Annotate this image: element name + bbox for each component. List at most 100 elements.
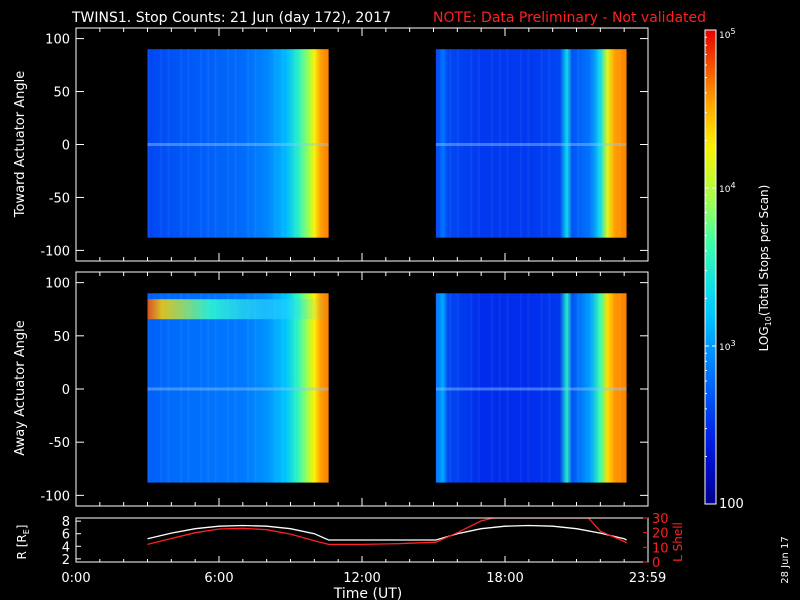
r-axis-label: R [RE] [15,525,31,560]
colorbar-tick-label: 104 [719,181,736,195]
colorbar-label-text: LOG10(Total Stops per Scan) [757,185,773,352]
time-tick-label: 18:00 [486,571,523,586]
toward-texture-stripe [207,49,210,238]
r-tick-label: 4 [62,540,70,555]
away-texture-stripe [435,293,438,483]
toward-texture-stripe [597,49,600,238]
toward-ytick-label: -100 [40,244,70,259]
toward-heatmap-panel: -100 -50 0 50 100 [40,27,649,262]
toward-texture-stripe [227,49,230,238]
away-texture-stripe [519,293,522,483]
toward-texture-stripe [254,49,257,238]
toward-ylabel: Toward Actuator Angle [13,71,28,218]
r-axis-label-text: R [RE] [15,525,31,560]
away-ytick-label: -100 [40,489,70,504]
toward-texture-stripe [540,49,543,238]
r-tick-label: 2 [62,553,70,568]
toward-heatmap-segment [147,49,329,238]
away-texture-stripe [449,293,452,483]
toward-texture-stripe [314,49,317,238]
time-xlabel: Time (UT) [333,586,402,600]
toward-texture-stripe [506,49,509,238]
away-hot-band [147,299,329,320]
lshell-tick-label: 20 [652,527,669,542]
away-texture-stripe [254,293,257,483]
toward-texture-stripe [527,49,530,238]
toward-texture-stripe [147,49,150,238]
toward-texture-stripe [548,49,551,238]
away-texture-stripe [321,293,324,483]
toward-texture-stripe [618,49,621,238]
toward-texture-stripe [590,49,593,238]
figure-title: TWINS1. Stop Counts: 21 Jun (day 172), 2… [71,10,391,26]
away-texture-stripe [234,293,237,483]
time-tick-label: 6:00 [204,571,233,586]
colorbar-tick-label: 103 [719,339,736,353]
time-tick-label: 23:59 [629,571,666,586]
toward-texture-stripe [180,49,183,238]
toward-texture-stripe [576,49,579,238]
colorbar-gradient [705,30,716,504]
away-ytick-label: 0 [62,383,70,398]
colorbar-label: LOG10(Total Stops per Scan) [757,185,773,352]
lshell-axis-label: L Shell [671,522,685,562]
away-texture-stripe [491,293,494,483]
lshell-tick-label: 10 [652,541,669,556]
colorbar-tick-label: 100 [719,497,744,512]
away-ylabel: Away Actuator Angle [13,320,28,455]
toward-texture-stripe [214,49,217,238]
toward-texture-stripe [321,49,324,238]
away-texture-stripe [207,293,210,483]
toward-heatmap-segment [435,49,627,238]
away-ytick-label: 100 [45,277,70,292]
toward-texture-stripe [294,49,297,238]
r-series-line [147,524,627,541]
away-texture-stripe [147,293,150,483]
toward-texture-stripe [301,49,304,238]
away-texture-stripe [200,293,203,483]
toward-texture-stripe [167,49,170,238]
away-texture-stripe [540,293,543,483]
r-tick-label: 6 [62,528,70,543]
away-texture-stripe [187,293,190,483]
away-texture-stripe [548,293,551,483]
toward-ytick-label: 0 [62,139,70,154]
toward-texture-stripe [435,49,438,238]
toward-texture-stripe [569,49,572,238]
away-texture-stripe [227,293,230,483]
toward-texture-stripe [470,49,473,238]
lshell-tick-label: 0 [652,556,660,571]
toward-ytick-label: -50 [49,191,70,206]
away-texture-stripe [597,293,600,483]
away-texture-stripe [274,293,277,483]
away-texture-stripe [294,293,297,483]
away-texture-stripe [301,293,304,483]
away-texture-stripe [527,293,530,483]
toward-ytick-label: 100 [45,33,70,48]
away-texture-stripe [611,293,614,483]
away-texture-stripe [576,293,579,483]
away-texture-stripe [506,293,509,483]
toward-texture-stripe [449,49,452,238]
toward-texture-stripe [611,49,614,238]
toward-texture-stripe [519,49,522,238]
away-texture-stripe [247,293,250,483]
lshell-tick-label: 30 [652,512,669,527]
date-stamp: 28 Jun 17 [780,536,791,583]
toward-texture-stripe [274,49,277,238]
away-ytick-label: 50 [53,330,70,345]
away-texture-stripe [498,293,501,483]
toward-texture-stripe [477,49,480,238]
colorbar-tick-label: 105 [719,27,736,41]
toward-texture-stripe [187,49,190,238]
time-tick-label: 0:00 [61,571,90,586]
time-tick-label: 12:00 [343,571,380,586]
toward-ytick-label: 50 [53,86,70,101]
r-tick-label: 8 [62,515,70,530]
lshell-series-line [147,518,627,546]
away-texture-stripe [618,293,621,483]
away-heatmap-segment [435,293,627,483]
colorbar: 100 103 104 105 [704,27,744,512]
away-heatmap-panel: -100 -50 0 50 100 [40,271,649,507]
